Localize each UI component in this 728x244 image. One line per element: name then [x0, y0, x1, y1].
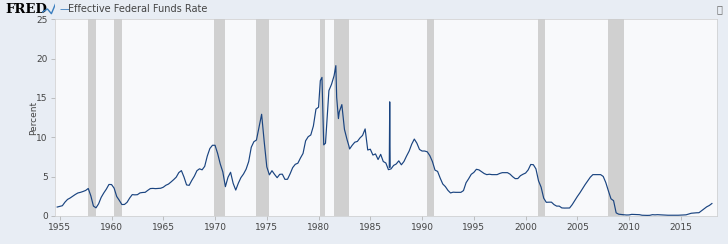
Text: FRED: FRED [6, 3, 48, 16]
Bar [608, 19, 624, 216]
Bar [88, 19, 96, 216]
Y-axis label: Percent: Percent [29, 101, 38, 135]
Bar [538, 19, 545, 216]
Text: ⛶: ⛶ [716, 4, 722, 14]
Bar [427, 19, 434, 216]
Bar [320, 19, 325, 216]
Text: Effective Federal Funds Rate: Effective Federal Funds Rate [68, 4, 207, 14]
Bar [256, 19, 269, 216]
Bar [114, 19, 122, 216]
Bar [334, 19, 349, 216]
Text: —: — [60, 4, 69, 14]
Bar [214, 19, 224, 216]
